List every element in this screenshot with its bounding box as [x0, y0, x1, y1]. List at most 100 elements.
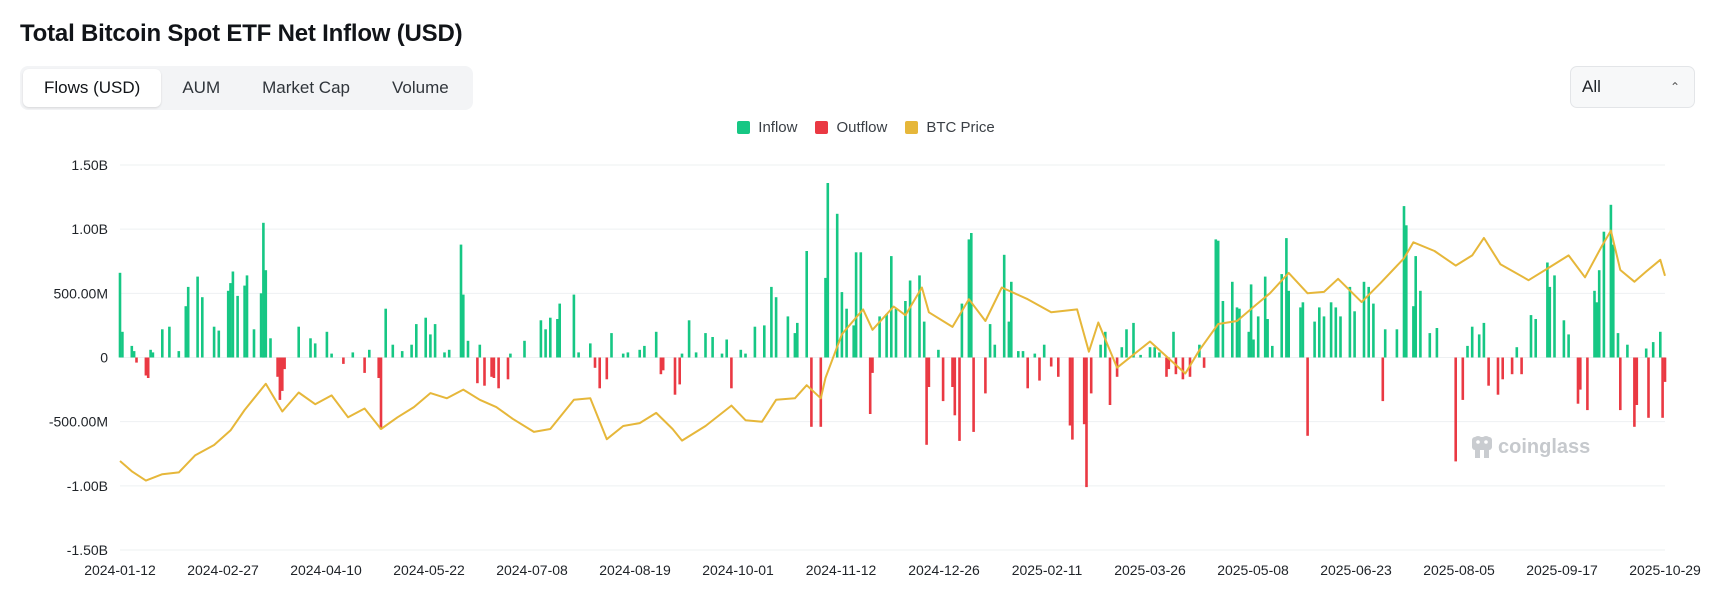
inflow-bar[interactable]: [217, 330, 221, 358]
outflow-bar[interactable]: [135, 357, 138, 363]
inflow-bar[interactable]: [1414, 256, 1417, 358]
inflow-bar[interactable]: [1249, 284, 1253, 358]
outflow-bar[interactable]: [1579, 357, 1582, 390]
inflow-bar[interactable]: [1348, 286, 1352, 358]
inflow-bar[interactable]: [918, 275, 921, 358]
outflow-bar[interactable]: [673, 357, 677, 395]
inflow-bar[interactable]: [960, 303, 964, 358]
inflow-bar[interactable]: [1318, 307, 1321, 358]
inflow-bar[interactable]: [725, 339, 728, 358]
inflow-bar[interactable]: [908, 280, 912, 358]
inflow-bar[interactable]: [262, 222, 265, 358]
outflow-bar[interactable]: [144, 357, 148, 376]
inflow-bar[interactable]: [711, 337, 714, 358]
outflow-bar[interactable]: [377, 357, 380, 379]
inflow-bar[interactable]: [687, 320, 691, 358]
inflow-bar[interactable]: [351, 352, 355, 358]
inflow-bar[interactable]: [1299, 307, 1302, 358]
outflow-bar[interactable]: [1635, 357, 1639, 406]
inflow-bar[interactable]: [1595, 302, 1599, 358]
outflow-bar[interactable]: [1576, 357, 1580, 404]
inflow-bar[interactable]: [1231, 281, 1234, 358]
inflow-bar[interactable]: [1372, 303, 1375, 358]
outflow-bar[interactable]: [678, 357, 681, 385]
outflow-bar[interactable]: [483, 357, 486, 386]
outflow-bar[interactable]: [1057, 357, 1060, 377]
inflow-bar[interactable]: [1247, 331, 1251, 358]
inflow-bar[interactable]: [1033, 353, 1037, 358]
inflow-bar[interactable]: [269, 338, 272, 358]
inflow-bar[interactable]: [845, 308, 848, 358]
outflow-bar[interactable]: [593, 357, 597, 368]
inflow-bar[interactable]: [589, 343, 592, 358]
outflow-bar[interactable]: [810, 357, 813, 427]
inflow-bar[interactable]: [1651, 342, 1655, 358]
inflow-bar[interactable]: [459, 244, 463, 358]
inflow-bar[interactable]: [720, 353, 724, 358]
inflow-bar[interactable]: [739, 349, 743, 358]
inflow-bar[interactable]: [410, 344, 413, 358]
outflow-bar[interactable]: [1026, 357, 1029, 389]
outflow-bar[interactable]: [363, 357, 366, 373]
inflow-bar[interactable]: [151, 352, 155, 358]
inflow-bar[interactable]: [1099, 344, 1102, 358]
inflow-bar[interactable]: [184, 306, 188, 358]
inflow-bar[interactable]: [424, 317, 427, 358]
inflow-bar[interactable]: [556, 319, 559, 358]
inflow-bar[interactable]: [1626, 344, 1629, 358]
inflow-bar[interactable]: [1428, 333, 1432, 358]
inflow-bar[interactable]: [805, 251, 808, 358]
inflow-bar[interactable]: [523, 340, 526, 358]
legend-item-btc-price[interactable]: BTC Price: [905, 119, 995, 136]
outflow-bar[interactable]: [1510, 357, 1514, 375]
inflow-bar[interactable]: [1329, 302, 1333, 358]
inflow-bar[interactable]: [1609, 204, 1613, 358]
inflow-bar[interactable]: [786, 316, 790, 358]
inflow-bar[interactable]: [1644, 348, 1648, 358]
inflow-bar[interactable]: [793, 333, 797, 358]
inflow-bar[interactable]: [1412, 306, 1415, 358]
inflow-bar[interactable]: [878, 316, 881, 358]
inflow-bar[interactable]: [1158, 352, 1161, 358]
inflow-bar[interactable]: [796, 322, 799, 358]
inflow-bar[interactable]: [400, 351, 404, 358]
inflow-bar[interactable]: [252, 329, 256, 358]
inflow-bar[interactable]: [509, 353, 512, 358]
outflow-bar[interactable]: [1071, 357, 1074, 440]
inflow-bar[interactable]: [1548, 286, 1552, 358]
outflow-bar[interactable]: [1085, 357, 1088, 488]
outflow-bar[interactable]: [730, 357, 733, 389]
inflow-bar[interactable]: [429, 334, 432, 358]
inflow-bar[interactable]: [1285, 238, 1288, 358]
inflow-bar[interactable]: [1562, 320, 1566, 358]
inflow-bar[interactable]: [201, 297, 204, 358]
outflow-bar[interactable]: [605, 357, 609, 380]
inflow-bar[interactable]: [161, 329, 164, 358]
outflow-bar[interactable]: [1647, 357, 1650, 418]
outflow-bar[interactable]: [927, 357, 931, 388]
outflow-bar[interactable]: [1487, 357, 1490, 386]
inflow-bar[interactable]: [694, 352, 698, 358]
outflow-bar[interactable]: [1089, 357, 1093, 394]
inflow-bar[interactable]: [770, 286, 773, 358]
inflow-bar[interactable]: [852, 325, 855, 358]
inflow-bar[interactable]: [610, 333, 613, 358]
inflow-bar[interactable]: [447, 349, 451, 358]
inflow-bar[interactable]: [1362, 281, 1366, 358]
inflow-bar[interactable]: [544, 329, 547, 358]
inflow-bar[interactable]: [1139, 354, 1142, 358]
inflow-bar[interactable]: [1238, 308, 1241, 358]
outflow-bar[interactable]: [1501, 357, 1504, 380]
inflow-bar[interactable]: [1125, 329, 1128, 358]
inflow-bar[interactable]: [177, 351, 181, 358]
inflow-bar[interactable]: [654, 331, 658, 358]
inflow-bar[interactable]: [1593, 290, 1596, 358]
inflow-bar[interactable]: [1120, 347, 1124, 358]
outflow-bar[interactable]: [342, 357, 345, 364]
inflow-bar[interactable]: [885, 313, 888, 358]
outflow-bar[interactable]: [1181, 357, 1185, 380]
inflow-bar[interactable]: [1132, 322, 1135, 358]
inflow-bar[interactable]: [196, 276, 199, 358]
tab-aum[interactable]: AUM: [182, 78, 221, 97]
tab-volume[interactable]: Volume: [392, 78, 449, 97]
